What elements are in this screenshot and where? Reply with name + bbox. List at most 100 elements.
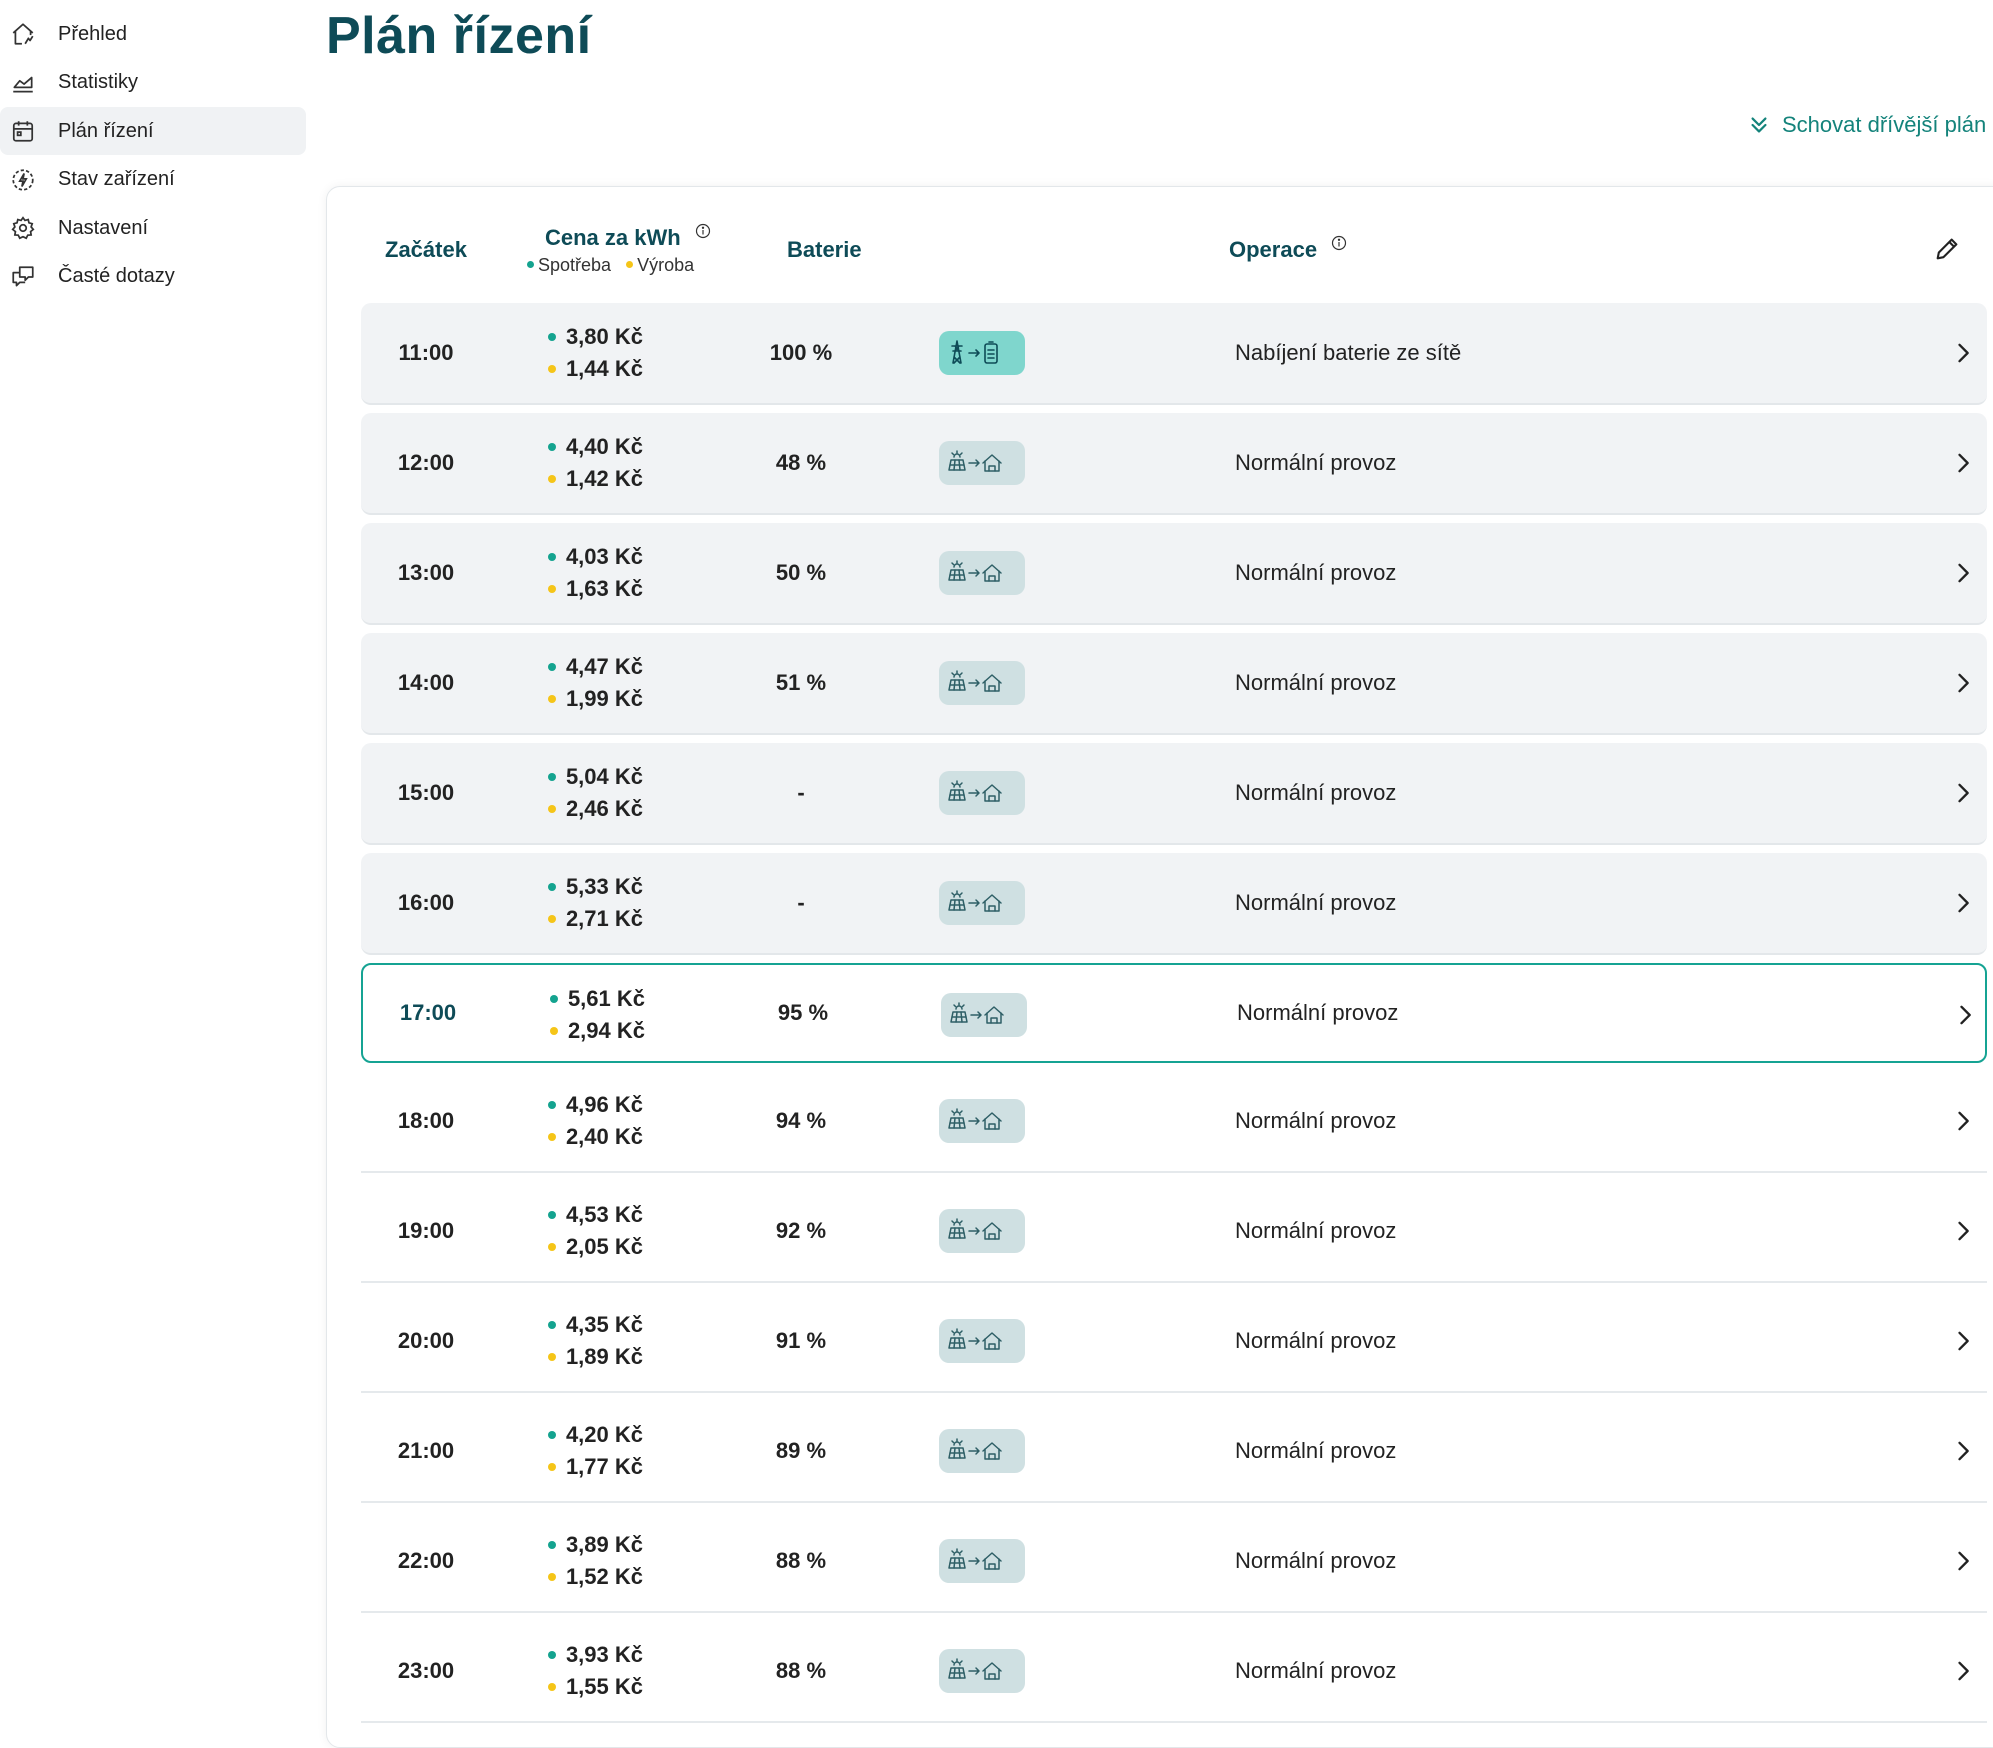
chevron-right-icon[interactable] — [1949, 1657, 1977, 1685]
row-price: 4,03 Kč 1,63 Kč — [537, 541, 643, 605]
calendar-icon — [10, 118, 36, 144]
row-price-production: 1,89 Kč — [565, 1344, 643, 1369]
row-price-production: 1,44 Kč — [565, 356, 643, 381]
production-dot — [547, 1573, 556, 1581]
row-battery: 91 % — [775, 1328, 827, 1353]
table-row[interactable]: 17:00 5,61 Kč 2,94 Kč 95 % Normální prov… — [361, 963, 1987, 1063]
row-price-production: 1,42 Kč — [565, 466, 643, 491]
table-row[interactable]: 16:00 5,33 Kč 2,71 Kč - Normální provoz — [361, 853, 1987, 955]
consumption-dot — [547, 1101, 556, 1109]
sidebar-item-stav-zarizeni[interactable]: Stav zařízení — [0, 156, 306, 204]
table-row[interactable]: 23:00 3,93 Kč 1,55 Kč 88 % Normální prov… — [361, 1621, 1987, 1723]
chevron-right-icon[interactable] — [1951, 1001, 1979, 1029]
consumption-dot — [527, 261, 534, 269]
chevron-right-icon[interactable] — [1949, 889, 1977, 917]
chevron-right-icon[interactable] — [1949, 1437, 1977, 1465]
chevron-right-icon[interactable] — [1949, 339, 1977, 367]
row-operation: Normální provoz — [1235, 560, 1397, 585]
production-dot — [547, 585, 556, 593]
table-row[interactable]: 18:00 4,96 Kč 2,40 Kč 94 % Normální prov… — [361, 1071, 1987, 1173]
row-battery: 48 % — [775, 450, 827, 475]
plan-card: Začátek Cena za kWh Spotřeba Výroba Bate… — [326, 186, 1993, 1748]
row-price-consumption: 4,53 Kč — [565, 1202, 643, 1227]
row-start-time: 18:00 — [397, 1108, 455, 1133]
table-row[interactable]: 12:00 4,40 Kč 1,42 Kč 48 % Normální prov… — [361, 413, 1987, 515]
sidebar-item-nastaveni[interactable]: Nastavení — [0, 204, 306, 252]
hide-earlier-plan-button[interactable]: Schovat dřívější plán — [1748, 112, 1986, 138]
chevron-right-icon[interactable] — [1949, 559, 1977, 587]
table-row[interactable]: 15:00 5,04 Kč 2,46 Kč - Normální provoz — [361, 743, 1987, 845]
row-mode-badge — [939, 771, 1025, 815]
table-row[interactable]: 19:00 4,53 Kč 2,05 Kč 92 % Normální prov… — [361, 1181, 1987, 1283]
row-mode-badge — [939, 1649, 1025, 1693]
row-price-consumption: 5,04 Kč — [565, 764, 643, 789]
row-price-production: 1,63 Kč — [565, 576, 643, 601]
row-price-production: 2,05 Kč — [565, 1234, 643, 1259]
table-row[interactable]: 11:00 3,80 Kč 1,44 Kč 100 % Nabíjení bat… — [361, 303, 1987, 405]
table-row[interactable]: 14:00 4,47 Kč 1,99 Kč 51 % Normální prov… — [361, 633, 1987, 735]
operation-info-icon[interactable] — [1331, 235, 1347, 251]
edit-icon[interactable] — [1933, 235, 1961, 263]
solar-to-home-icon — [947, 1106, 1017, 1136]
table-row[interactable]: 20:00 4,35 Kč 1,89 Kč 91 % Normální prov… — [361, 1291, 1987, 1393]
row-price: 4,53 Kč 2,05 Kč — [537, 1199, 643, 1263]
solar-to-home-icon — [947, 1326, 1017, 1356]
row-price: 5,04 Kč 2,46 Kč — [537, 761, 643, 825]
row-price-consumption: 4,40 Kč — [565, 434, 643, 459]
production-dot — [547, 365, 556, 373]
row-mode-badge — [939, 661, 1025, 705]
row-mode-badge — [939, 441, 1025, 485]
chevron-right-icon[interactable] — [1949, 1547, 1977, 1575]
solar-to-home-icon — [947, 1436, 1017, 1466]
row-price-consumption: 4,20 Kč — [565, 1422, 643, 1447]
production-dot — [547, 1243, 556, 1251]
sidebar-item-label: Plán řízení — [58, 119, 154, 142]
chevron-right-icon[interactable] — [1949, 1217, 1977, 1245]
legend-consumption: Spotřeba — [538, 255, 612, 275]
row-price: 3,89 Kč 1,52 Kč — [537, 1529, 643, 1593]
row-mode-badge — [939, 1539, 1025, 1583]
chevron-right-icon[interactable] — [1949, 669, 1977, 697]
consumption-dot — [547, 883, 556, 891]
row-battery: 100 % — [769, 340, 833, 365]
row-battery: - — [797, 890, 805, 915]
row-mode-badge — [939, 551, 1025, 595]
row-price-production: 1,99 Kč — [565, 686, 643, 711]
header-price: Cena za kWh — [545, 225, 681, 250]
row-price-production: 2,40 Kč — [565, 1124, 643, 1149]
consumption-dot — [547, 773, 556, 781]
table-row[interactable]: 22:00 3,89 Kč 1,52 Kč 88 % Normální prov… — [361, 1511, 1987, 1613]
chevron-right-icon[interactable] — [1949, 779, 1977, 807]
chevron-right-icon[interactable] — [1949, 1107, 1977, 1135]
header-battery: Baterie — [787, 237, 862, 262]
row-operation: Normální provoz — [1235, 450, 1397, 475]
row-battery: 94 % — [775, 1108, 827, 1133]
production-dot — [547, 915, 556, 923]
row-price: 3,93 Kč 1,55 Kč — [537, 1639, 643, 1703]
sidebar-item-label: Nastavení — [58, 216, 149, 239]
consumption-dot — [547, 443, 556, 451]
row-start-time: 21:00 — [397, 1438, 455, 1463]
sidebar-item-plan-rizeni[interactable]: Plán řízení — [0, 107, 306, 155]
row-start-time: 12:00 — [397, 450, 455, 475]
table-row[interactable]: 13:00 4,03 Kč 1,63 Kč 50 % Normální prov… — [361, 523, 1987, 625]
chart-icon — [10, 70, 36, 96]
sidebar-item-prehled[interactable]: Přehled — [0, 10, 306, 58]
consumption-dot — [547, 1431, 556, 1439]
price-info-icon[interactable] — [695, 223, 711, 239]
row-battery: 88 % — [775, 1658, 827, 1683]
row-price-production: 2,71 Kč — [565, 906, 643, 931]
table-row[interactable]: 21:00 4,20 Kč 1,77 Kč 89 % Normální prov… — [361, 1401, 1987, 1503]
row-operation: Normální provoz — [1235, 1328, 1397, 1353]
solar-to-home-icon — [947, 778, 1017, 808]
sidebar: Přehled Statistiky Plán řízení Stav zaří… — [0, 10, 306, 301]
row-start-time: 13:00 — [397, 560, 455, 585]
sidebar-item-caste-dotazy[interactable]: Časté dotazy — [0, 253, 306, 301]
solar-to-home-icon — [947, 558, 1017, 588]
solar-to-home-icon — [947, 668, 1017, 698]
sidebar-item-statistiky[interactable]: Statistiky — [0, 59, 306, 107]
home-icon — [10, 21, 36, 47]
chevron-right-icon[interactable] — [1949, 449, 1977, 477]
row-mode-badge — [939, 1429, 1025, 1473]
chevron-right-icon[interactable] — [1949, 1327, 1977, 1355]
